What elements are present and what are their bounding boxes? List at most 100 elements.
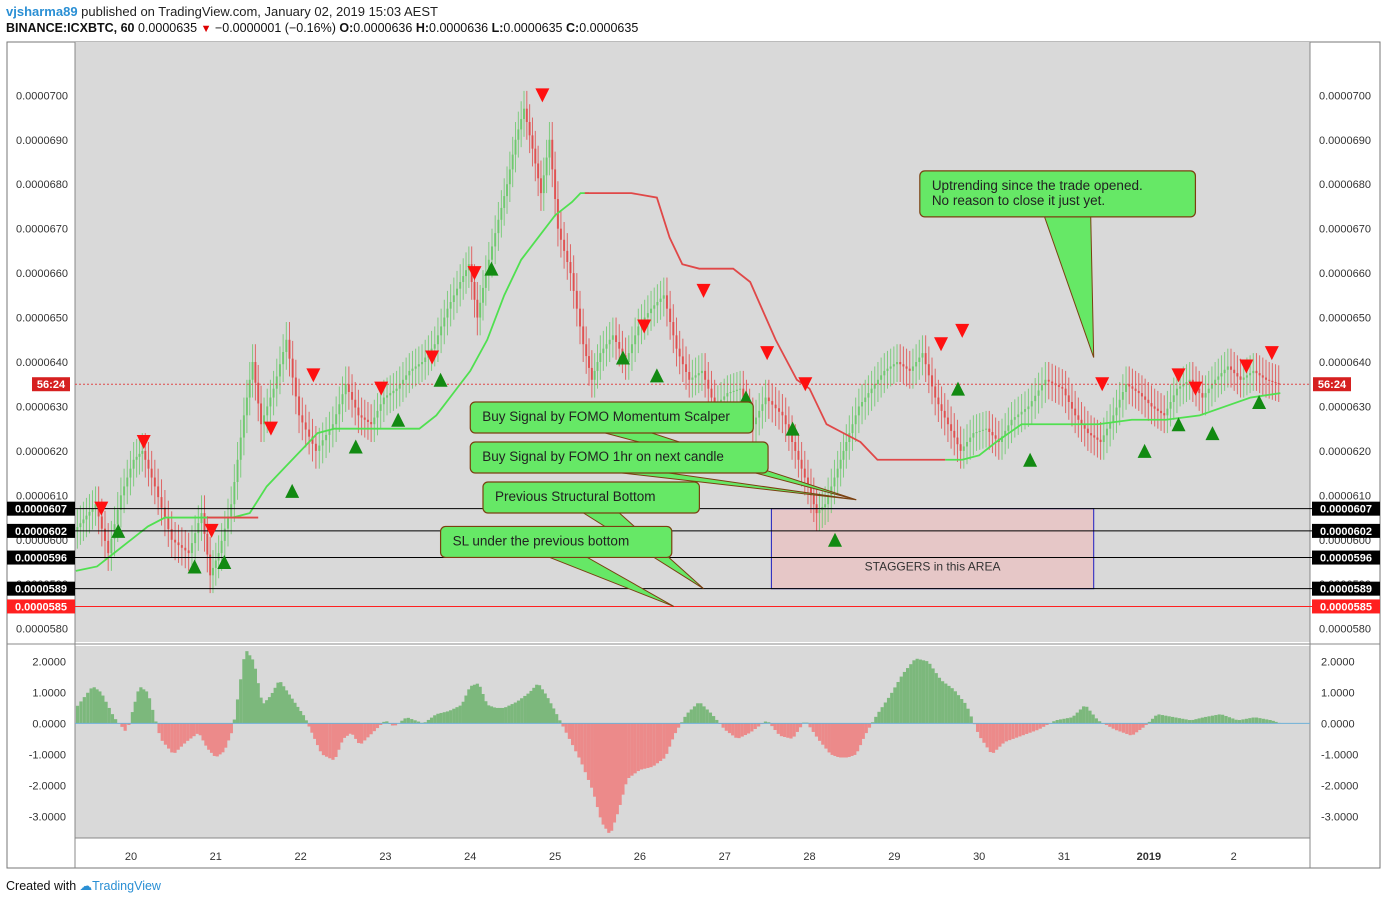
osc-bar — [896, 682, 900, 724]
osc-bar — [82, 697, 86, 724]
price-tick-right: 0.0000630 — [1319, 401, 1371, 413]
level-label-left: 0.0000589 — [15, 584, 67, 596]
countdown-badge-right — [1313, 377, 1351, 392]
osc-bar — [282, 686, 286, 724]
candle-body — [1207, 388, 1210, 394]
symbol[interactable]: BINANCE:ICXBTC, 60 — [6, 21, 135, 35]
osc-bar — [1224, 715, 1228, 724]
candle-body — [1093, 435, 1096, 438]
osc-bar — [686, 712, 690, 724]
candle-body — [395, 388, 398, 391]
candle-body — [1252, 370, 1255, 374]
callout-box[interactable] — [919, 170, 1197, 218]
osc-bar — [1021, 723, 1025, 736]
level-badge-left — [7, 501, 75, 516]
author-link[interactable]: vjsharma89 — [6, 4, 78, 19]
candle-body — [1249, 373, 1252, 376]
osc-bar — [1154, 715, 1158, 724]
osc-bar — [947, 685, 951, 724]
osc-bar — [982, 723, 986, 743]
osc-bar — [540, 689, 544, 724]
candle-body — [940, 404, 943, 411]
osc-bar — [976, 723, 980, 732]
candle-body — [421, 362, 424, 365]
callouts[interactable]: Uptrending since the trade opened.No rea… — [439, 170, 1197, 607]
candle-body — [803, 468, 806, 478]
sell-signal-icon — [425, 350, 440, 365]
osc-bar — [79, 701, 83, 724]
candle-body — [304, 422, 307, 430]
osc-bar — [610, 723, 614, 831]
candle-body — [398, 384, 401, 389]
horizontal-levels[interactable]: 0.0000607 0.0000607 0.0000602 0.0000602 0.00… — [7, 377, 1380, 614]
price-tick-left: 0.0000640 — [16, 357, 68, 369]
callout-box[interactable] — [439, 525, 673, 559]
candle-body — [972, 433, 975, 438]
osc-bar — [558, 720, 562, 724]
candle-body — [962, 446, 965, 451]
osc-bar — [1181, 718, 1185, 724]
candle-body — [956, 437, 959, 445]
sell-signal-icon — [1239, 359, 1254, 374]
osc-bar — [1128, 723, 1132, 736]
candle-body — [950, 424, 953, 431]
candle-body — [845, 442, 848, 451]
callout-text: No reason to close it just yet. — [932, 193, 1105, 208]
osc-tick-right: -3.0000 — [1321, 811, 1358, 823]
osc-bar — [789, 723, 793, 739]
callout-text: Buy Signal by FOMO Momentum Scalper — [482, 409, 730, 424]
price-tick-left: 0.0000680 — [16, 179, 68, 191]
candle-body — [379, 404, 382, 411]
sell-signal-icon — [1171, 368, 1186, 383]
tradingview-link[interactable]: TradingView — [92, 879, 161, 893]
price-tick-left: 0.0000690 — [16, 135, 68, 147]
candle-body — [1105, 428, 1108, 436]
candle-body — [405, 375, 408, 380]
osc-bar — [655, 723, 660, 764]
candle-body — [1102, 435, 1105, 442]
osc-bar — [1174, 717, 1178, 724]
candle-body — [417, 364, 420, 367]
sell-signal-icon — [467, 266, 482, 281]
osc-bar — [1031, 723, 1036, 732]
osc-bar — [818, 723, 822, 741]
candle-body — [230, 504, 233, 517]
osc-bar — [1200, 717, 1204, 724]
osc-bar — [721, 723, 725, 728]
candle-body — [1182, 384, 1185, 387]
osc-bar — [1217, 714, 1221, 724]
candle-body — [449, 302, 452, 309]
candle-body — [144, 450, 147, 460]
candle-body — [830, 486, 833, 496]
osc-bar — [198, 723, 202, 736]
candle-body — [370, 422, 373, 425]
osc-bar — [956, 695, 961, 724]
osc-bar — [1164, 715, 1168, 724]
osc-bar — [731, 723, 735, 736]
candle-body — [851, 424, 854, 434]
osc-bar — [95, 689, 99, 724]
candle-body — [462, 276, 465, 282]
osc-bar — [224, 723, 228, 748]
osc-bar — [899, 676, 903, 724]
price-change: −0.0000001 (−0.16%) — [214, 21, 336, 35]
osc-bar — [229, 723, 233, 734]
osc-bar — [423, 722, 427, 724]
osc-bar — [221, 723, 225, 753]
osc-bar — [746, 723, 751, 734]
osc-bar — [1038, 723, 1042, 729]
sell-signal-icon — [136, 435, 151, 449]
callout-box[interactable] — [482, 481, 700, 514]
callout-box[interactable] — [469, 441, 769, 474]
osc-bar — [176, 723, 180, 750]
open-value: 0.0000636 — [353, 21, 413, 35]
candle-body — [836, 468, 839, 478]
callout-box[interactable] — [469, 401, 754, 434]
osc-bar — [960, 699, 964, 724]
osc-bar — [273, 687, 277, 724]
candle-body — [382, 397, 385, 405]
candle-body — [599, 353, 602, 362]
osc-bar — [195, 723, 199, 734]
candle-body — [842, 450, 845, 460]
